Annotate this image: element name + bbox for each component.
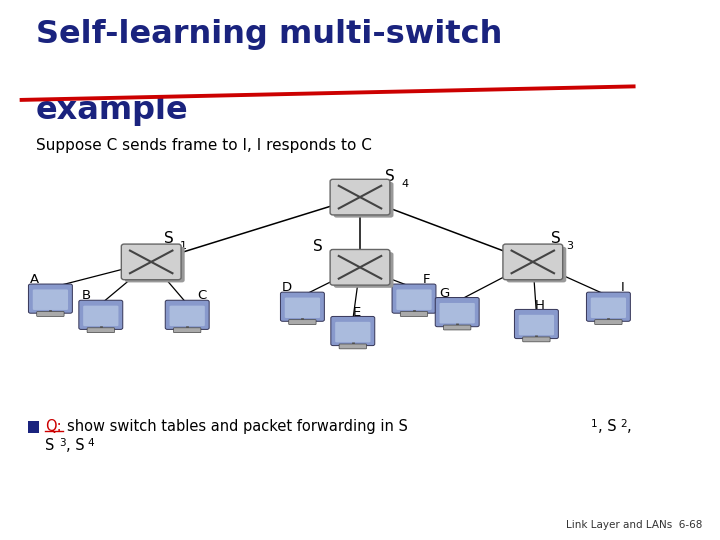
Text: F: F (423, 273, 431, 286)
Text: 4: 4 (88, 438, 94, 448)
Text: S: S (551, 231, 561, 246)
Text: Link Layer and LANs  6-68: Link Layer and LANs 6-68 (566, 520, 702, 530)
FancyBboxPatch shape (87, 328, 114, 333)
Text: D: D (282, 281, 292, 294)
FancyBboxPatch shape (595, 320, 622, 325)
Text: I: I (621, 281, 625, 294)
FancyBboxPatch shape (435, 298, 480, 327)
Text: 4: 4 (401, 179, 408, 189)
Text: 1: 1 (590, 419, 597, 429)
FancyBboxPatch shape (507, 247, 566, 282)
FancyBboxPatch shape (587, 292, 631, 321)
FancyBboxPatch shape (392, 284, 436, 313)
Text: 2: 2 (329, 249, 336, 259)
Text: E: E (352, 306, 361, 319)
FancyBboxPatch shape (121, 244, 181, 280)
FancyBboxPatch shape (440, 303, 475, 323)
FancyBboxPatch shape (334, 252, 394, 288)
FancyBboxPatch shape (125, 247, 184, 282)
FancyBboxPatch shape (289, 320, 316, 325)
FancyBboxPatch shape (518, 315, 554, 335)
Text: example: example (36, 94, 189, 125)
Text: G: G (439, 287, 449, 300)
Text: S: S (313, 239, 323, 254)
Text: H: H (535, 299, 545, 312)
FancyBboxPatch shape (28, 421, 39, 433)
Text: 3: 3 (567, 241, 574, 251)
Text: S: S (164, 231, 174, 246)
FancyBboxPatch shape (523, 337, 550, 342)
Text: 3: 3 (59, 438, 66, 448)
FancyBboxPatch shape (330, 249, 390, 285)
FancyBboxPatch shape (174, 328, 201, 333)
FancyBboxPatch shape (330, 179, 390, 215)
FancyBboxPatch shape (503, 244, 563, 280)
FancyBboxPatch shape (84, 306, 119, 326)
FancyBboxPatch shape (285, 298, 320, 318)
Text: Q:: Q: (45, 419, 62, 434)
Text: B: B (82, 289, 91, 302)
FancyBboxPatch shape (79, 300, 122, 329)
FancyBboxPatch shape (330, 316, 374, 346)
FancyBboxPatch shape (334, 182, 394, 218)
FancyBboxPatch shape (515, 309, 559, 339)
FancyBboxPatch shape (590, 298, 626, 318)
Text: ,: , (626, 419, 631, 434)
FancyBboxPatch shape (444, 325, 471, 330)
Text: S: S (385, 168, 395, 184)
FancyBboxPatch shape (339, 344, 366, 349)
Text: , S: , S (598, 419, 616, 434)
FancyBboxPatch shape (335, 322, 370, 342)
FancyBboxPatch shape (280, 292, 324, 321)
Text: A: A (30, 273, 39, 286)
Text: Self-learning multi-switch: Self-learning multi-switch (36, 19, 503, 50)
FancyBboxPatch shape (170, 306, 205, 326)
FancyBboxPatch shape (400, 312, 428, 316)
Text: show switch tables and packet forwarding in S: show switch tables and packet forwarding… (67, 419, 408, 434)
Text: 1: 1 (180, 241, 187, 251)
Text: 2: 2 (621, 419, 627, 429)
Text: C: C (197, 289, 206, 302)
Text: S: S (45, 438, 55, 453)
FancyBboxPatch shape (37, 312, 64, 316)
Text: , S: , S (66, 438, 84, 453)
FancyBboxPatch shape (166, 300, 209, 329)
FancyBboxPatch shape (33, 289, 68, 310)
Text: Suppose C sends frame to I, I responds to C: Suppose C sends frame to I, I responds t… (36, 138, 372, 153)
FancyBboxPatch shape (29, 284, 72, 313)
FancyBboxPatch shape (396, 289, 432, 310)
